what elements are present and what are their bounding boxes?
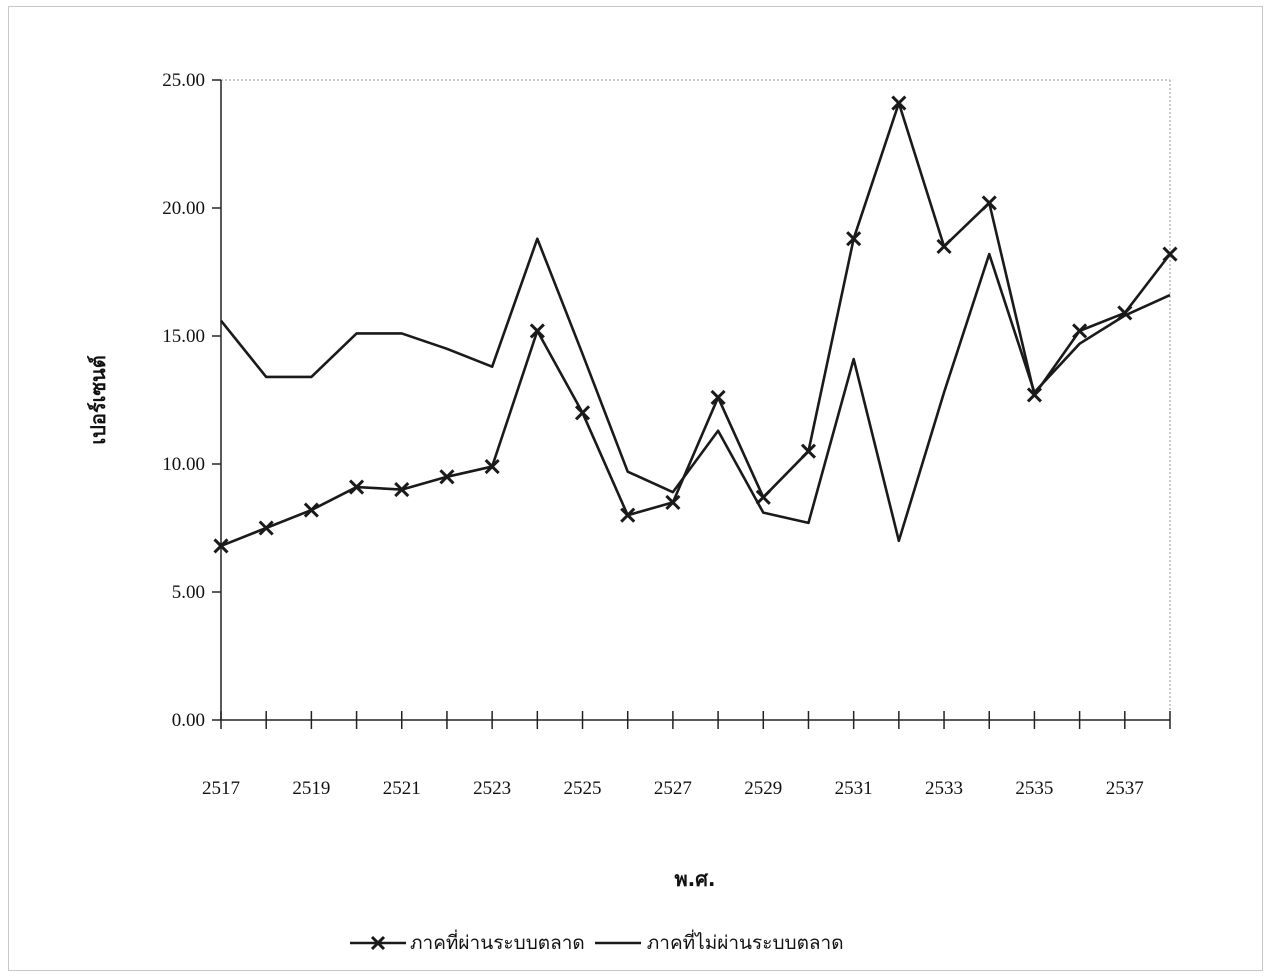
data-point-marker <box>665 494 681 510</box>
legend-item-marketed: ภาคที่ผ่านระบบตลาด <box>350 928 585 958</box>
data-point-marker <box>1162 246 1178 262</box>
data-point-marker <box>1117 305 1133 321</box>
marker-stroke <box>258 520 274 536</box>
data-point-marker <box>846 231 862 247</box>
data-point-marker <box>936 238 952 254</box>
marker-stroke <box>936 238 952 254</box>
data-point-marker <box>439 469 455 485</box>
legend-label-non-marketed: ภาคที่ไม่ผ่านระบบตลาด <box>646 932 844 954</box>
data-point-marker <box>620 507 636 523</box>
marker-stroke <box>755 489 771 505</box>
y-axis-title: เปอร์เซนต์ <box>86 355 110 444</box>
legend-item-non-marketed: ภาคที่ไม่ผ่านระบบตลาด <box>593 928 844 958</box>
y-tick-label: 10.00 <box>162 454 205 475</box>
marker-stroke <box>981 195 997 211</box>
marker-stroke <box>394 482 410 498</box>
data-point-marker <box>394 482 410 498</box>
data-point-marker <box>800 443 817 459</box>
legend-label-marketed: ภาคที่ผ่านระบบตลาด <box>410 932 585 954</box>
marker-stroke <box>1072 323 1088 339</box>
plot-area: 0.00 5.00 10.00 15.00 20.00 25.00 2517 2519 2521… <box>162 70 1178 799</box>
legend-swatch-line <box>594 941 641 945</box>
marker-stroke <box>1117 305 1133 321</box>
legend: ภาคที่ผ่านระบบตลาด ภาคที่ไม่ผ่านระบบตลาด <box>350 928 844 958</box>
marker-stroke <box>665 494 681 510</box>
marker-stroke <box>574 405 591 421</box>
data-point-marker <box>349 479 365 495</box>
series-line-marketed <box>220 101 1172 548</box>
marker-stroke <box>846 231 862 247</box>
marker-stroke <box>800 443 817 459</box>
y-tick-label: 25.00 <box>162 70 205 91</box>
marker-stroke <box>349 479 365 495</box>
marker-stroke <box>529 323 545 339</box>
data-point-marker <box>981 195 997 211</box>
x-tick-label: 2525 <box>564 778 602 799</box>
data-point-marker <box>484 458 500 475</box>
series-line-non-marketed <box>219 237 1171 543</box>
x-tick-label: 2537 <box>1106 778 1144 799</box>
data-point-marker <box>303 502 319 518</box>
data-point-marker <box>213 538 229 554</box>
x-tick-label: 2517 <box>202 778 240 799</box>
chart-frame <box>8 6 1263 971</box>
data-point-marker <box>529 323 545 339</box>
x-tick-label: 2527 <box>654 778 692 799</box>
marker-stroke <box>439 469 455 485</box>
x-tick-label: 2533 <box>925 778 963 799</box>
data-point-marker <box>258 520 274 536</box>
y-tick-label: 15.00 <box>162 326 205 347</box>
data-point-marker <box>755 489 771 505</box>
x-axis-title: พ.ศ. <box>674 867 715 891</box>
x-tick-label: 2531 <box>835 778 873 799</box>
marker-stroke <box>303 502 319 518</box>
y-tick-label: 20.00 <box>162 198 205 219</box>
marker-stroke <box>213 538 229 554</box>
marker-stroke <box>1026 387 1042 403</box>
legend-swatch-x-marker <box>350 935 406 951</box>
marker-stroke <box>891 95 907 111</box>
data-point-marker <box>1026 387 1042 403</box>
marker-stroke <box>1162 246 1178 262</box>
x-tick-label: 2521 <box>383 778 421 799</box>
data-point-marker <box>574 405 591 421</box>
x-tick-label: 2519 <box>292 778 330 799</box>
marker-stroke <box>710 389 726 406</box>
data-point-marker <box>1072 323 1088 339</box>
x-tick-label: 2523 <box>473 778 511 799</box>
y-tick-label: 0.00 <box>172 710 205 731</box>
data-point-marker <box>891 95 907 111</box>
marker-stroke <box>484 458 500 475</box>
y-tick-label: 5.00 <box>172 582 205 603</box>
data-point-marker <box>710 389 726 406</box>
x-tick-label: 2529 <box>744 778 782 799</box>
marker-stroke <box>620 507 636 523</box>
x-tick-label: 2535 <box>1015 778 1053 799</box>
